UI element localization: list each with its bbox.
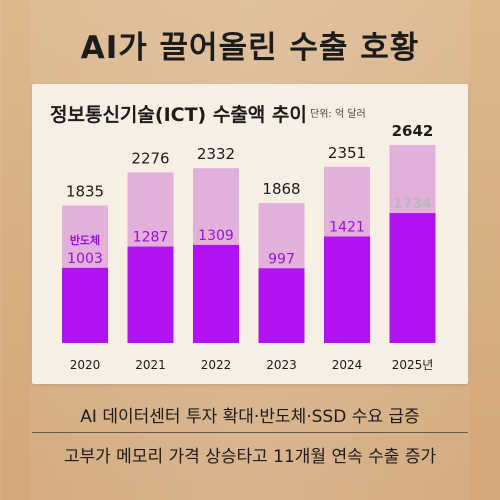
bar-chart: 1835 1003 2020 반도체 2276 1287 2021 2332 1309 2022 1… bbox=[62, 122, 436, 372]
total-value-label-0: 1835 bbox=[66, 182, 104, 200]
semiconductor-bar-3 bbox=[258, 268, 305, 343]
total-value-label-5: 2642 bbox=[392, 122, 434, 140]
caption-2: 고부가 메모리 가격 상승타고 11개월 연속 수출 증가 bbox=[63, 447, 437, 467]
category-label-4: 2024 bbox=[332, 358, 363, 372]
category-label-1: 2021 bbox=[135, 358, 166, 372]
semiconductor-value-label-3: 997 bbox=[268, 251, 295, 267]
semiconductor-bar-1 bbox=[127, 246, 174, 343]
total-value-label-3: 1868 bbox=[262, 180, 300, 198]
semiconductor-value-label-5: 1734 bbox=[393, 196, 432, 212]
semiconductor-value-label-1: 1287 bbox=[133, 230, 169, 246]
total-value-label-2: 2332 bbox=[197, 145, 235, 163]
chart-card: 정보통신기술(ICT) 수출액 추이 단위: 억 달러 1835 1003 2020… bbox=[32, 84, 468, 384]
category-label-2: 2022 bbox=[201, 358, 232, 372]
chart-unit: 단위: 억 달러 bbox=[310, 109, 366, 120]
semiconductor-value-label-0: 1003 bbox=[67, 251, 103, 267]
category-label-3: 2023 bbox=[266, 358, 297, 372]
category-label-0: 2020 bbox=[70, 358, 101, 372]
semiconductor-bar-2 bbox=[193, 244, 239, 343]
semiconductor-bar-5 bbox=[389, 213, 436, 343]
category-label-5: 2025년 bbox=[392, 358, 434, 372]
semiconductor-bar-4 bbox=[324, 236, 370, 343]
headline: AI가 끌어올린 수출 호황 bbox=[80, 30, 420, 66]
chart-title: 정보통신기술(ICT) 수출액 추이 bbox=[50, 104, 307, 126]
total-value-label-1: 2276 bbox=[131, 149, 169, 167]
semiconductor-value-label-2: 1309 bbox=[198, 228, 234, 244]
semiconductor-series-label: 반도체 bbox=[70, 233, 100, 247]
divider bbox=[32, 432, 468, 433]
caption-1: AI 데이터센터 투자 확대·반도체·SSD 수요 급증 bbox=[80, 407, 420, 427]
semiconductor-bar-0 bbox=[62, 267, 108, 343]
semiconductor-value-label-4: 1421 bbox=[329, 220, 365, 236]
total-value-label-4: 2351 bbox=[328, 144, 366, 162]
